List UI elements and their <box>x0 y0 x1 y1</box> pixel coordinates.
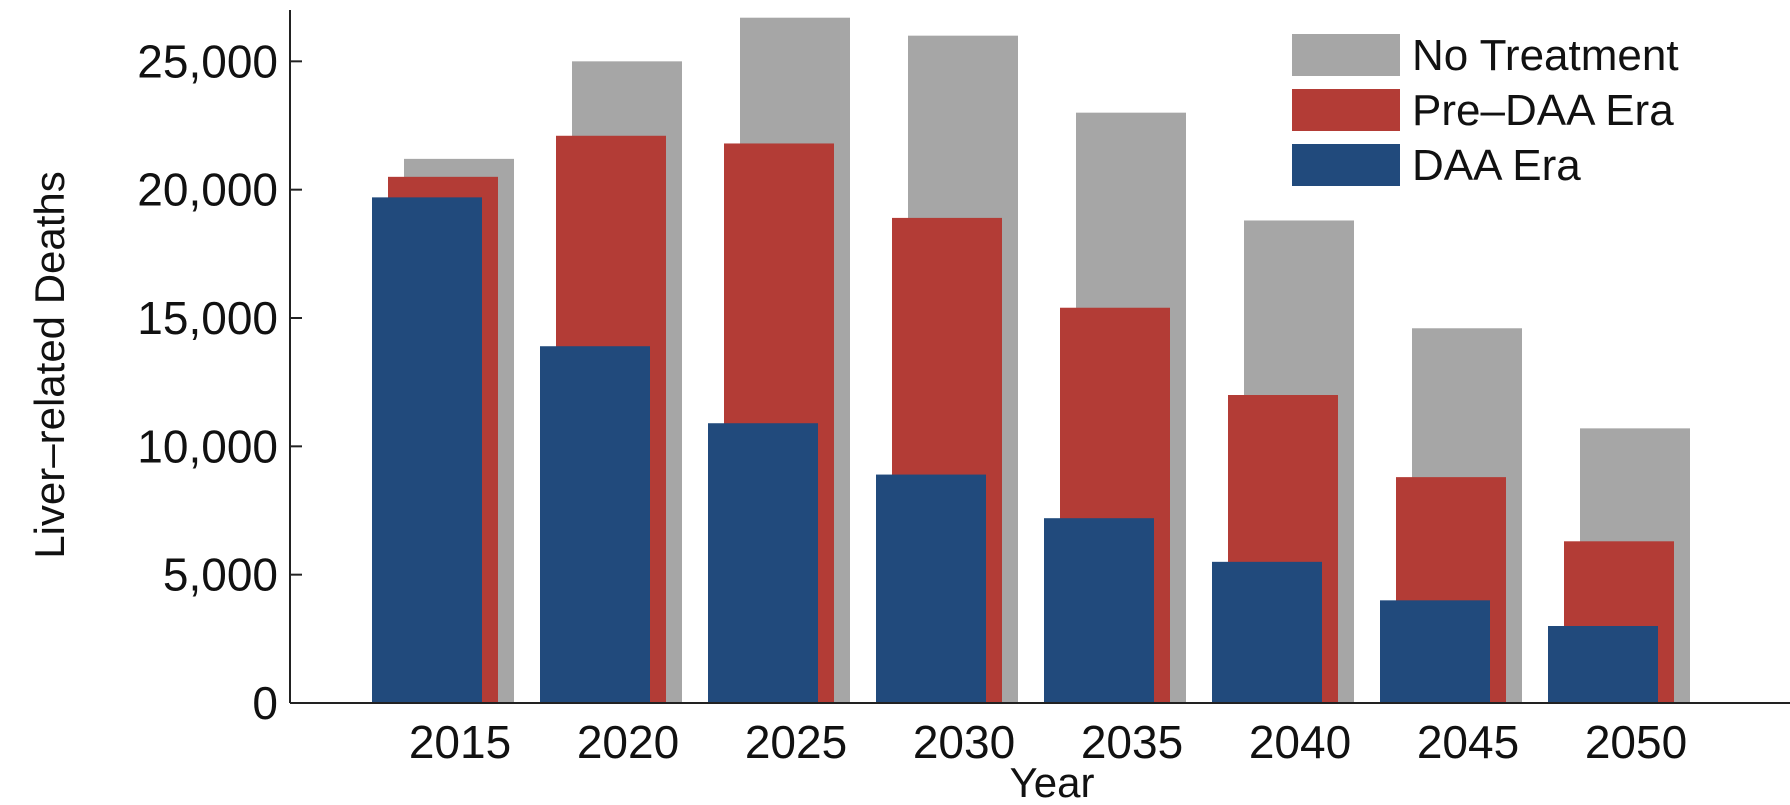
bar-daa-era-2045 <box>1380 600 1490 703</box>
y-tick-label: 20,000 <box>137 164 278 216</box>
x-axis-title: Year <box>1010 759 1095 805</box>
x-tick-label: 2020 <box>577 716 679 768</box>
x-tick-label: 2050 <box>1585 716 1687 768</box>
y-tick-label: 0 <box>252 677 278 729</box>
legend: No Treatment Pre–DAA Era DAA Era <box>1292 31 1679 190</box>
y-axis-title: Liver–related Deaths <box>26 171 73 559</box>
bar-daa-era-2050 <box>1548 626 1658 703</box>
bar-daa-era-2040 <box>1212 561 1322 703</box>
bar-daa-era-2020 <box>540 346 650 703</box>
axes-layer <box>289 10 1790 704</box>
bars-layer <box>372 17 1690 704</box>
x-tick-label: 2045 <box>1417 716 1519 768</box>
bar-daa-era-2035 <box>1044 518 1154 703</box>
legend-label-no-treatment: No Treatment <box>1412 31 1679 80</box>
legend-swatch-pre-daa-era <box>1292 89 1400 131</box>
bar-daa-era-2025 <box>708 423 818 703</box>
x-tick-label: 2040 <box>1249 716 1351 768</box>
x-ticks: 2015 2020 2025 2030 2035 2040 2045 2050 <box>409 716 1687 768</box>
y-tick-label: 25,000 <box>137 35 278 87</box>
bar-daa-era-2015 <box>372 197 482 703</box>
legend-swatch-no-treatment <box>1292 34 1400 76</box>
x-tick-label: 2030 <box>913 716 1015 768</box>
legend-label-daa-era: DAA Era <box>1412 141 1581 190</box>
legend-label-pre-daa-era: Pre–DAA Era <box>1412 86 1674 135</box>
y-tick-label: 10,000 <box>137 420 278 472</box>
x-tick-label: 2035 <box>1081 716 1183 768</box>
x-tick-label: 2025 <box>745 716 847 768</box>
bar-daa-era-2030 <box>876 474 986 703</box>
y-ticks: 0 5,000 10,000 15,000 20,000 25,000 <box>137 35 302 729</box>
y-tick-label: 5,000 <box>163 549 278 601</box>
y-tick-label: 15,000 <box>137 292 278 344</box>
x-tick-label: 2015 <box>409 716 511 768</box>
legend-swatch-daa-era <box>1292 144 1400 186</box>
